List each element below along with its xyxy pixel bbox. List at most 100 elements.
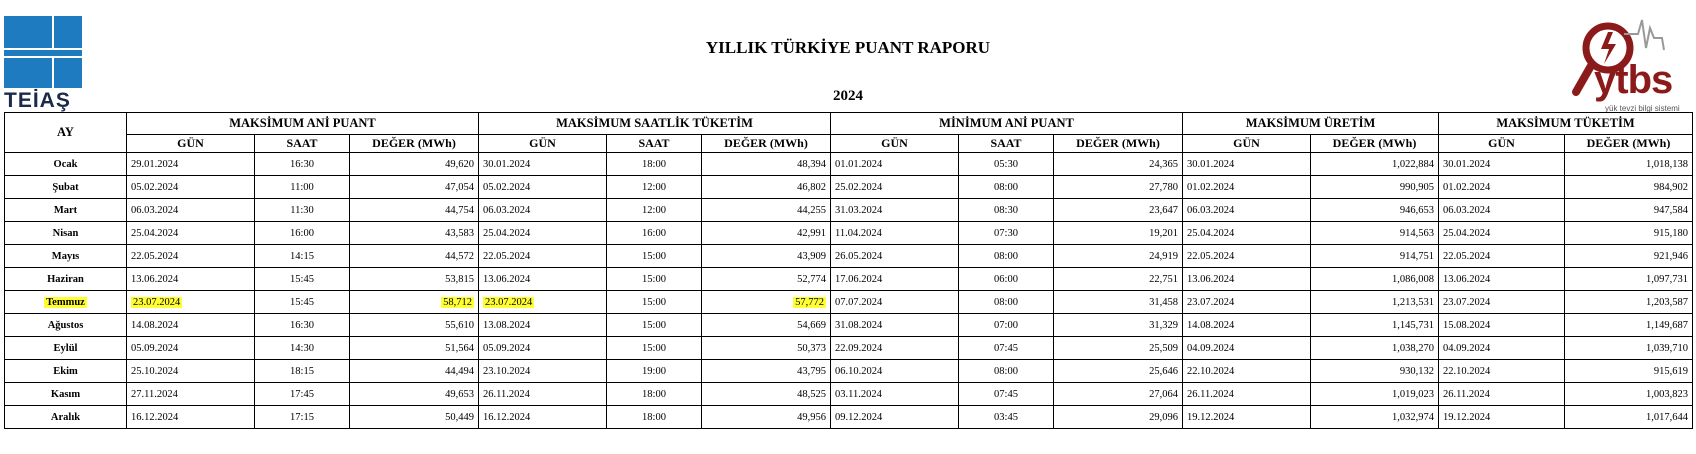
report-body: Ocak 29.01.2024 16:30 49,620 30.01.2024 18:00… [4, 152, 1694, 429]
cell-text: 23.07.2024 [1187, 296, 1235, 308]
value-cell: 23,647 [1053, 198, 1183, 222]
cell-text: 1,097,731 [1646, 273, 1689, 285]
cell-text: 15:00 [642, 319, 666, 331]
time-cell: 18:15 [254, 359, 350, 383]
value-cell: 44,494 [349, 359, 479, 383]
time-cell: 17:15 [254, 405, 350, 429]
value-cell: 914,563 [1309, 221, 1440, 245]
cell-text: 13.06.2024 [131, 273, 179, 285]
day-cell: 01.02.2024 [1182, 175, 1311, 199]
day-cell: 25.04.2024 [1182, 221, 1311, 245]
cell-text: 15:45 [290, 296, 314, 308]
day-cell: 17.06.2024 [830, 267, 959, 291]
column-header-time: SAAT [254, 134, 350, 153]
table-row: Mart 06.03.2024 11:30 44,754 06.03.2024 12:00… [4, 198, 1694, 222]
cell-text: 31.08.2024 [835, 319, 883, 331]
value-cell: 1,018,138 [1564, 152, 1694, 176]
cell-text: 17:15 [290, 411, 314, 423]
cell-text: 22.05.2024 [1443, 250, 1491, 262]
time-cell: 07:30 [958, 221, 1054, 245]
cell-text: 04.09.2024 [1443, 342, 1491, 354]
value-cell: 52,774 [701, 267, 831, 291]
value-cell: 48,394 [701, 152, 831, 176]
cell-text: 07:30 [994, 227, 1018, 239]
month-column-header: AY [4, 112, 127, 153]
time-cell: 12:00 [606, 198, 702, 222]
day-cell: 25.02.2024 [830, 175, 959, 199]
cell-text: 1,039,710 [1646, 342, 1689, 354]
cell-text: 01.01.2024 [835, 158, 883, 170]
value-cell: 1,032,974 [1309, 405, 1440, 429]
value-cell: 19,201 [1053, 221, 1183, 245]
cell-text: Aralık [50, 411, 81, 423]
cell-text: 26.11.2024 [483, 388, 530, 400]
cell-text: 19.12.2024 [1187, 411, 1235, 423]
report-year: 2024 [833, 88, 863, 104]
column-header-day: GÜN [126, 134, 255, 153]
cell-text: 22.10.2024 [1187, 365, 1235, 377]
group-header-min-instant-peak: MİNİMUM ANİ PUANT [830, 112, 1183, 135]
cell-text: 27.11.2024 [131, 388, 178, 400]
column-header-time: SAAT [606, 134, 702, 153]
month-cell: Nisan [4, 221, 127, 245]
group-header-row: AY MAKSİMUM ANİ PUANT MAKSİMUM SAATLİK T… [4, 112, 1694, 153]
time-cell: 18:00 [606, 382, 702, 406]
value-cell: 1,019,023 [1309, 382, 1440, 406]
table-row: Mayıs 22.05.2024 14:15 44,572 22.05.2024 15:0… [4, 244, 1694, 268]
cell-text: 1,213,531 [1392, 296, 1435, 308]
time-cell: 15:00 [606, 290, 702, 314]
day-cell: 23.07.2024 [1182, 290, 1311, 314]
value-cell: 914,751 [1309, 244, 1440, 268]
day-cell: 25.04.2024 [126, 221, 255, 245]
ytbs-logo: ytbs yük tevzi bilgi sistemi [1568, 14, 1692, 114]
cell-text: 07:45 [994, 342, 1018, 354]
column-header-value: DEĞER (MWh) [1309, 134, 1440, 153]
cell-text: 13.08.2024 [483, 319, 531, 331]
day-cell: 22.09.2024 [830, 336, 959, 360]
cell-text: 1,017,644 [1646, 411, 1689, 423]
table-row: Ağustos 14.08.2024 16:30 55,610 13.08.2024 15… [4, 313, 1694, 337]
day-cell: 31.03.2024 [830, 198, 959, 222]
value-cell: 946,653 [1309, 198, 1440, 222]
time-cell: 07:45 [958, 336, 1054, 360]
cell-text: 17.06.2024 [835, 273, 883, 285]
cell-text: 22.05.2024 [131, 250, 179, 262]
day-cell: 22.05.2024 [1438, 244, 1566, 268]
value-cell: 1,022,884 [1309, 152, 1440, 176]
cell-text: 08:00 [994, 365, 1018, 377]
value-cell: 24,919 [1053, 244, 1183, 268]
value-cell: 54,669 [701, 313, 831, 337]
day-cell: 22.05.2024 [1182, 244, 1311, 268]
cell-text: 915,619 [1653, 365, 1689, 377]
day-cell: 05.02.2024 [126, 175, 255, 199]
column-header-value: DEĞER (MWh) [1564, 134, 1694, 153]
cell-text: Eylül [53, 342, 78, 354]
cell-text: 26.05.2024 [835, 250, 883, 262]
month-cell: Temmuz [4, 290, 127, 314]
value-cell: 51,564 [349, 336, 479, 360]
day-cell: 13.06.2024 [1438, 267, 1566, 291]
time-cell: 16:00 [254, 221, 350, 245]
day-cell: 26.05.2024 [830, 244, 959, 268]
value-cell: 24,365 [1053, 152, 1183, 176]
cell-text: 12:00 [642, 181, 666, 193]
time-cell: 15:45 [254, 267, 350, 291]
day-cell: 23.07.2024 [478, 290, 607, 314]
value-cell: 44,754 [349, 198, 479, 222]
time-cell: 15:00 [606, 313, 702, 337]
cell-text: 25.04.2024 [1443, 227, 1491, 239]
cell-text: 990,905 [1399, 181, 1435, 193]
cell-text: 30.01.2024 [1187, 158, 1235, 170]
day-cell: 30.01.2024 [1438, 152, 1566, 176]
time-cell: 14:15 [254, 244, 350, 268]
value-cell: 50,373 [701, 336, 831, 360]
cell-text: 26.11.2024 [1443, 388, 1490, 400]
cell-text: 30.01.2024 [483, 158, 531, 170]
month-cell: Ekim [4, 359, 127, 383]
day-cell: 13.06.2024 [126, 267, 255, 291]
cell-text: Mayıs [51, 250, 80, 262]
value-cell: 1,145,731 [1309, 313, 1440, 337]
group-header-max-hourly-consumption: MAKSİMUM SAATLİK TÜKETİM [478, 112, 831, 135]
day-cell: 23.10.2024 [478, 359, 607, 383]
ytbs-logo-subtitle: yük tevzi bilgi sistemi [1605, 104, 1680, 113]
